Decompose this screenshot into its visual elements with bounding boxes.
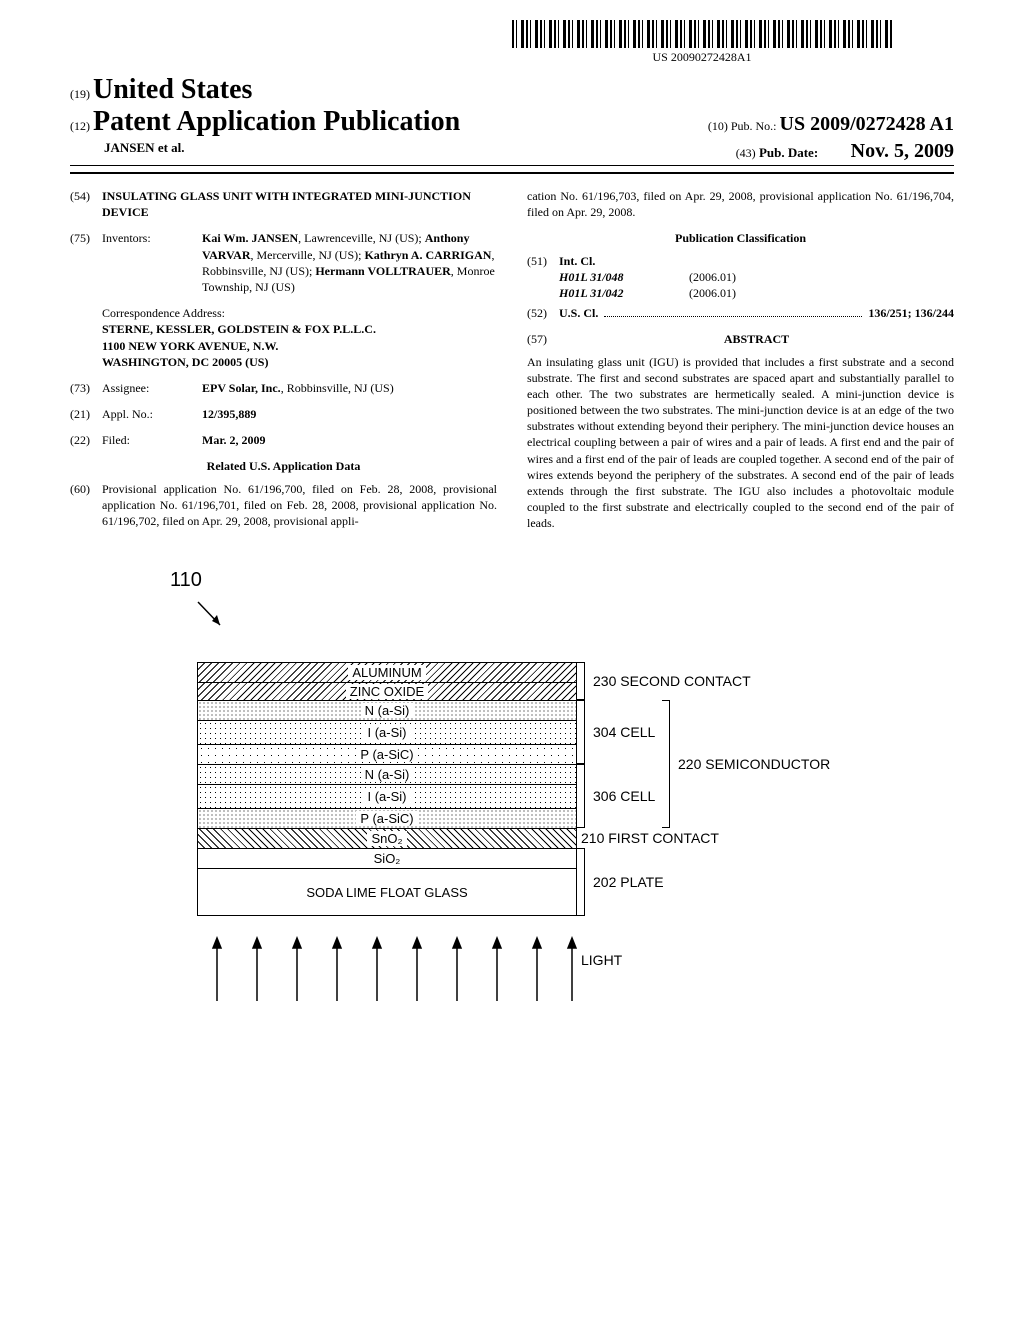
assignee-value: EPV Solar, Inc., Robbinsville, NJ (US) [202,380,497,396]
intcl-2: H01L 31/042 [559,285,689,301]
field-num-54: (54) [70,188,102,220]
corr-addr1: 1100 NEW YORK AVENUE, N.W. [102,338,497,354]
intcl-row: (51) Int. Cl. H01L 31/048 (2006.01) H01L… [527,253,954,302]
layer-labels-column: 230 SECOND CONTACT 304 CELL 306 CELL 220… [577,662,827,1006]
intcl-1-year: (2006.01) [689,269,736,285]
corr-label: Correspondence Address: [102,305,497,321]
layer-stack: ALUMINUM ZINC OXIDE N (a-Si) I (a-Si) P … [197,662,577,1006]
assignee-row: (73) Assignee: EPV Solar, Inc., Robbinsv… [70,380,497,396]
figure-area: 110 ALUMINUM ZINC OXIDE N (a-Si) I (a-Si… [70,569,954,1006]
layer-soda-lime: SODA LIME FLOAT GLASS [197,868,577,916]
patent-header: (19) United States (12) Patent Applicati… [70,74,954,163]
applno-value: 12/395,889 [202,406,497,422]
pubdate-value: Nov. 5, 2009 [851,140,954,162]
label-230: 230 SECOND CONTACT [593,673,751,689]
field-num-57: (57) [527,331,559,347]
corr-name: STERNE, KESSLER, GOLDSTEIN & FOX P.L.L.C… [102,321,497,337]
layer-n-asi-1: N (a-Si) [197,700,577,720]
abstract-text: An insulating glass unit (IGU) is provid… [527,354,954,532]
assignee-label: Assignee: [102,380,202,396]
layer-aluminum: ALUMINUM [197,662,577,682]
field-num-43: (43) [736,146,756,160]
barcode-text: US 20090272428A1 [512,50,892,65]
inventors-value: Kai Wm. JANSEN, Lawrenceville, NJ (US); … [202,230,497,295]
layer-i-asi-2: I (a-Si) [197,784,577,808]
filed-label: Filed: [102,432,202,448]
field-num-10: (10) [708,119,728,133]
field-num-73: (73) [70,380,102,396]
field-num-19: (19) [70,87,90,101]
pubno-label: Pub. No.: [731,119,777,133]
field-num-52: (52) [527,305,559,321]
uscl-value: 136/251; 136/244 [868,305,954,321]
field-num-75: (75) [70,230,102,295]
layer-zinc-oxide: ZINC OXIDE [197,682,577,700]
provisional-text: Provisional application No. 61/196,700, … [102,481,497,530]
header-pubdate: (43) Pub. Date: Nov. 5, 2009 [736,140,954,163]
header-pubno: (10) Pub. No.: US 2009/0272428 A1 [708,113,954,136]
intcl-2-year: (2006.01) [689,285,736,301]
field-num-22: (22) [70,432,102,448]
provisional-row: (60) Provisional application No. 61/196,… [70,481,497,530]
barcode: US 20090272428A1 [512,20,892,65]
filed-row: (22) Filed: Mar. 2, 2009 [70,432,497,448]
intcl-label: Int. Cl. [559,253,954,269]
layer-stack-container: ALUMINUM ZINC OXIDE N (a-Si) I (a-Si) P … [90,662,934,1006]
label-202: 202 PLATE [593,874,664,890]
inventors-label: Inventors: [102,230,202,295]
label-light: LIGHT [581,952,622,968]
provisional-continuation: cation No. 61/196,703, filed on Apr. 29,… [527,188,954,220]
field-num-12: (12) [70,119,90,133]
layer-sno2: SnO₂ [197,828,577,848]
filed-value: Mar. 2, 2009 [202,432,497,448]
header-doc-type: (12) Patent Application Publication [70,106,460,138]
body-columns: (54) INSULATING GLASS UNIT WITH INTEGRAT… [70,188,954,539]
label-306: 306 CELL [593,788,655,804]
invention-title-row: (54) INSULATING GLASS UNIT WITH INTEGRAT… [70,188,497,220]
uscl-label: U.S. Cl. [559,305,598,321]
doc-type: Patent Application Publication [93,106,460,137]
inventors-row: (75) Inventors: Kai Wm. JANSEN, Lawrence… [70,230,497,295]
layer-p-asic-1: P (a-SiC) [197,744,577,764]
field-num-60: (60) [70,481,102,530]
label-220: 220 SEMICONDUCTOR [678,756,830,772]
label-304: 304 CELL [593,724,655,740]
intcl-1: H01L 31/048 [559,269,689,285]
figure-ref-number: 110 [170,569,934,592]
label-210: 210 FIRST CONTACT [581,830,719,846]
light-arrows-svg [197,936,577,1006]
layer-i-asi-1: I (a-Si) [197,720,577,744]
layer-sio2: SiO₂ [197,848,577,868]
pubno-value: US 2009/0272428 A1 [780,113,954,135]
invention-title: INSULATING GLASS UNIT WITH INTEGRATED MI… [102,188,497,220]
uscl-row: (52) U.S. Cl. 136/251; 136/244 [527,305,954,321]
corr-addr2: WASHINGTON, DC 20005 (US) [102,354,497,370]
author-surname: JANSEN et al. [104,140,185,163]
layer-p-asic-2: P (a-SiC) [197,808,577,828]
applno-label: Appl. No.: [102,406,202,422]
field-num-51: (51) [527,253,559,302]
field-num-21: (21) [70,406,102,422]
header-country: (19) United States [70,74,954,106]
abstract-header: (57) ABSTRACT [527,331,954,347]
left-column: (54) INSULATING GLASS UNIT WITH INTEGRAT… [70,188,497,539]
related-data-title: Related U.S. Application Data [70,458,497,474]
layer-n-asi-2: N (a-Si) [197,764,577,784]
pubdate-label: Pub. Date: [759,145,818,160]
barcode-lines [512,20,892,48]
country-name: United States [93,74,252,105]
right-column: cation No. 61/196,703, filed on Apr. 29,… [527,188,954,539]
reference-arrow-icon [190,597,230,632]
barcode-area: US 20090272428A1 [450,20,954,66]
light-arrows [197,936,577,1006]
classification-title: Publication Classification [527,230,954,246]
correspondence-block: Correspondence Address: STERNE, KESSLER,… [102,305,497,370]
applno-row: (21) Appl. No.: 12/395,889 [70,406,497,422]
abstract-label: ABSTRACT [559,331,954,347]
